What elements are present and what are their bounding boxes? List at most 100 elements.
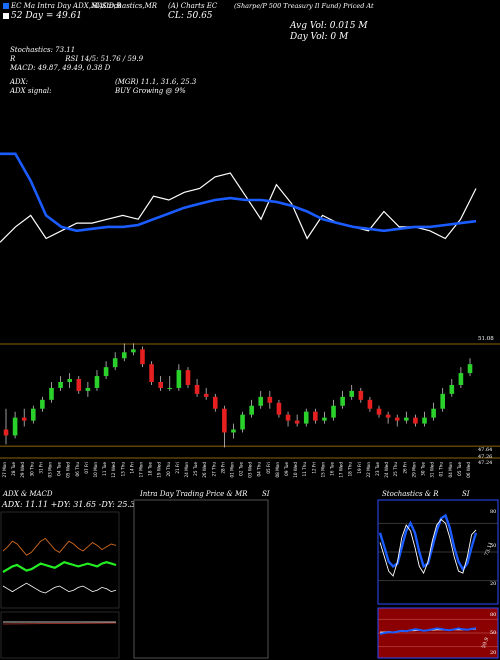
candle-body — [3, 429, 9, 436]
candle-body — [313, 411, 318, 421]
x-tick-label: 19 Fri — [357, 462, 362, 474]
candle-body — [276, 402, 282, 415]
rsi-tick-50: 50 — [490, 630, 497, 636]
x-tick-label: 25 Tue — [193, 462, 198, 476]
x-tick-label: 09 Tue — [284, 462, 289, 476]
header-line1-mid: SI,Stochastics,MR — [92, 2, 158, 10]
x-tick-label: 27 Thu — [211, 462, 216, 477]
candle-body — [349, 390, 355, 397]
x-tick-label: 10 Mon — [93, 462, 98, 478]
adx-label: ADX: — [10, 78, 29, 86]
header-avg-vol: Avg Vol: 0.015 M — [290, 21, 368, 31]
candle-body — [331, 405, 336, 418]
candle-body — [458, 373, 464, 385]
stoch-panel-title: Stochastics & R — [382, 490, 439, 498]
x-tick-label: 05 Fri — [266, 462, 271, 474]
candle-body — [294, 420, 300, 424]
candle-body — [240, 414, 245, 430]
price-level-bottom3: 47.24 — [478, 460, 493, 466]
x-tick-label: 22 Mon — [366, 462, 371, 478]
candle-body — [249, 405, 254, 415]
x-tick-label: 04 Thu — [257, 462, 262, 477]
candle-body — [212, 396, 218, 409]
header-line2-left: 52 Day = 49.61 — [3, 11, 82, 21]
stoch-tick-50: 50 — [490, 543, 497, 549]
candle-body — [449, 384, 455, 394]
candle-body — [358, 390, 364, 400]
adx-panel-title: ADX & MACD — [3, 490, 53, 498]
header-close: CL: 50.65 — [168, 11, 213, 21]
stoch-tick-80: 80 — [490, 509, 497, 515]
x-tick-label: 10 Wed — [293, 462, 298, 478]
x-tick-label: 26 Wed — [202, 462, 207, 478]
x-tick-label: 04 Mon — [448, 462, 453, 478]
buy-signal: BUY Growing @ 9% — [115, 87, 186, 95]
intraday-panel-title: Intra Day Trading Price & MR — [140, 490, 248, 498]
candle-body — [267, 396, 273, 403]
x-tick-label: 25 Thu — [393, 462, 398, 477]
adx-line — [2, 561, 117, 573]
x-tick-label: 12 Fri — [311, 462, 316, 474]
legend-swatch-2 — [3, 12, 9, 19]
candle-body — [367, 399, 373, 409]
x-tick-label: 30 Thu — [29, 462, 34, 477]
candle-body — [440, 393, 446, 409]
candle-body — [158, 382, 163, 388]
candle-body — [185, 370, 191, 385]
candle-body — [340, 396, 345, 406]
candle-body — [394, 417, 400, 421]
macd-signal-line — [2, 622, 117, 625]
x-tick-label: 18 Tue — [148, 462, 153, 476]
stoch-d-line — [378, 513, 478, 572]
x-tick-label: 12 Wed — [111, 462, 116, 478]
candle-body — [404, 417, 409, 421]
x-tick-label: 21 Fri — [175, 462, 180, 474]
price-line — [0, 172, 477, 243]
minus-di-line — [2, 582, 117, 594]
x-tick-label: 07 Fri — [84, 462, 89, 474]
candle-body — [103, 367, 109, 377]
price-level-top: 51.08 — [478, 336, 494, 342]
intraday-panel-frame — [133, 499, 269, 659]
candle-body — [49, 387, 54, 400]
candle-body — [112, 358, 118, 368]
x-tick-label: 15 Mon — [320, 462, 325, 478]
x-tick-label: 17 Wed — [339, 462, 344, 478]
candle-body — [422, 417, 427, 424]
candle-body — [376, 408, 382, 415]
candle-body — [203, 393, 209, 397]
candle-body — [194, 384, 200, 394]
x-tick-label: 17 Mon — [138, 462, 143, 478]
adx-panel-frame — [0, 511, 120, 609]
candle-body — [258, 396, 264, 406]
stoch-k-line — [379, 518, 477, 577]
legend-swatch — [3, 3, 9, 9]
x-tick-label: 03 Mon — [47, 462, 52, 478]
stoch-panel-si: SI — [462, 490, 470, 498]
x-tick-label: 01 Mon — [229, 462, 234, 478]
mgr-readout: (MGR) 11.1, 31.6, 25.3 — [115, 78, 197, 86]
x-tick-label: 05 Wed — [66, 462, 71, 478]
candle-body — [40, 399, 45, 409]
rsi-readout: R RSI 14/5: 51.76 / 59.9 — [10, 55, 144, 63]
candle-body — [322, 417, 327, 421]
stoch-readout: Stochastics: 73.11 — [10, 46, 76, 54]
candle-body — [12, 417, 18, 436]
rsi-tick-80: 80 — [490, 612, 497, 618]
x-tick-label: 11 Tue — [102, 462, 107, 476]
x-tick-label: 28 Tue — [11, 462, 16, 476]
x-tick-label: 31 Fri — [38, 462, 43, 474]
x-tick-label: 24 Wed — [384, 462, 389, 478]
candle-body — [385, 414, 391, 418]
x-tick-label: 19 Wed — [157, 462, 162, 478]
stoch-tick-20: 20 — [490, 581, 497, 587]
x-tick-label: 13 Thu — [120, 462, 125, 477]
plus-di-line — [2, 537, 117, 556]
candle-body — [140, 349, 145, 365]
candle-body — [303, 411, 309, 424]
x-tick-label: 01 Thu — [439, 462, 444, 477]
header-line1-left: EC Ma Intra Day ADX,MACD,B — [3, 2, 121, 10]
